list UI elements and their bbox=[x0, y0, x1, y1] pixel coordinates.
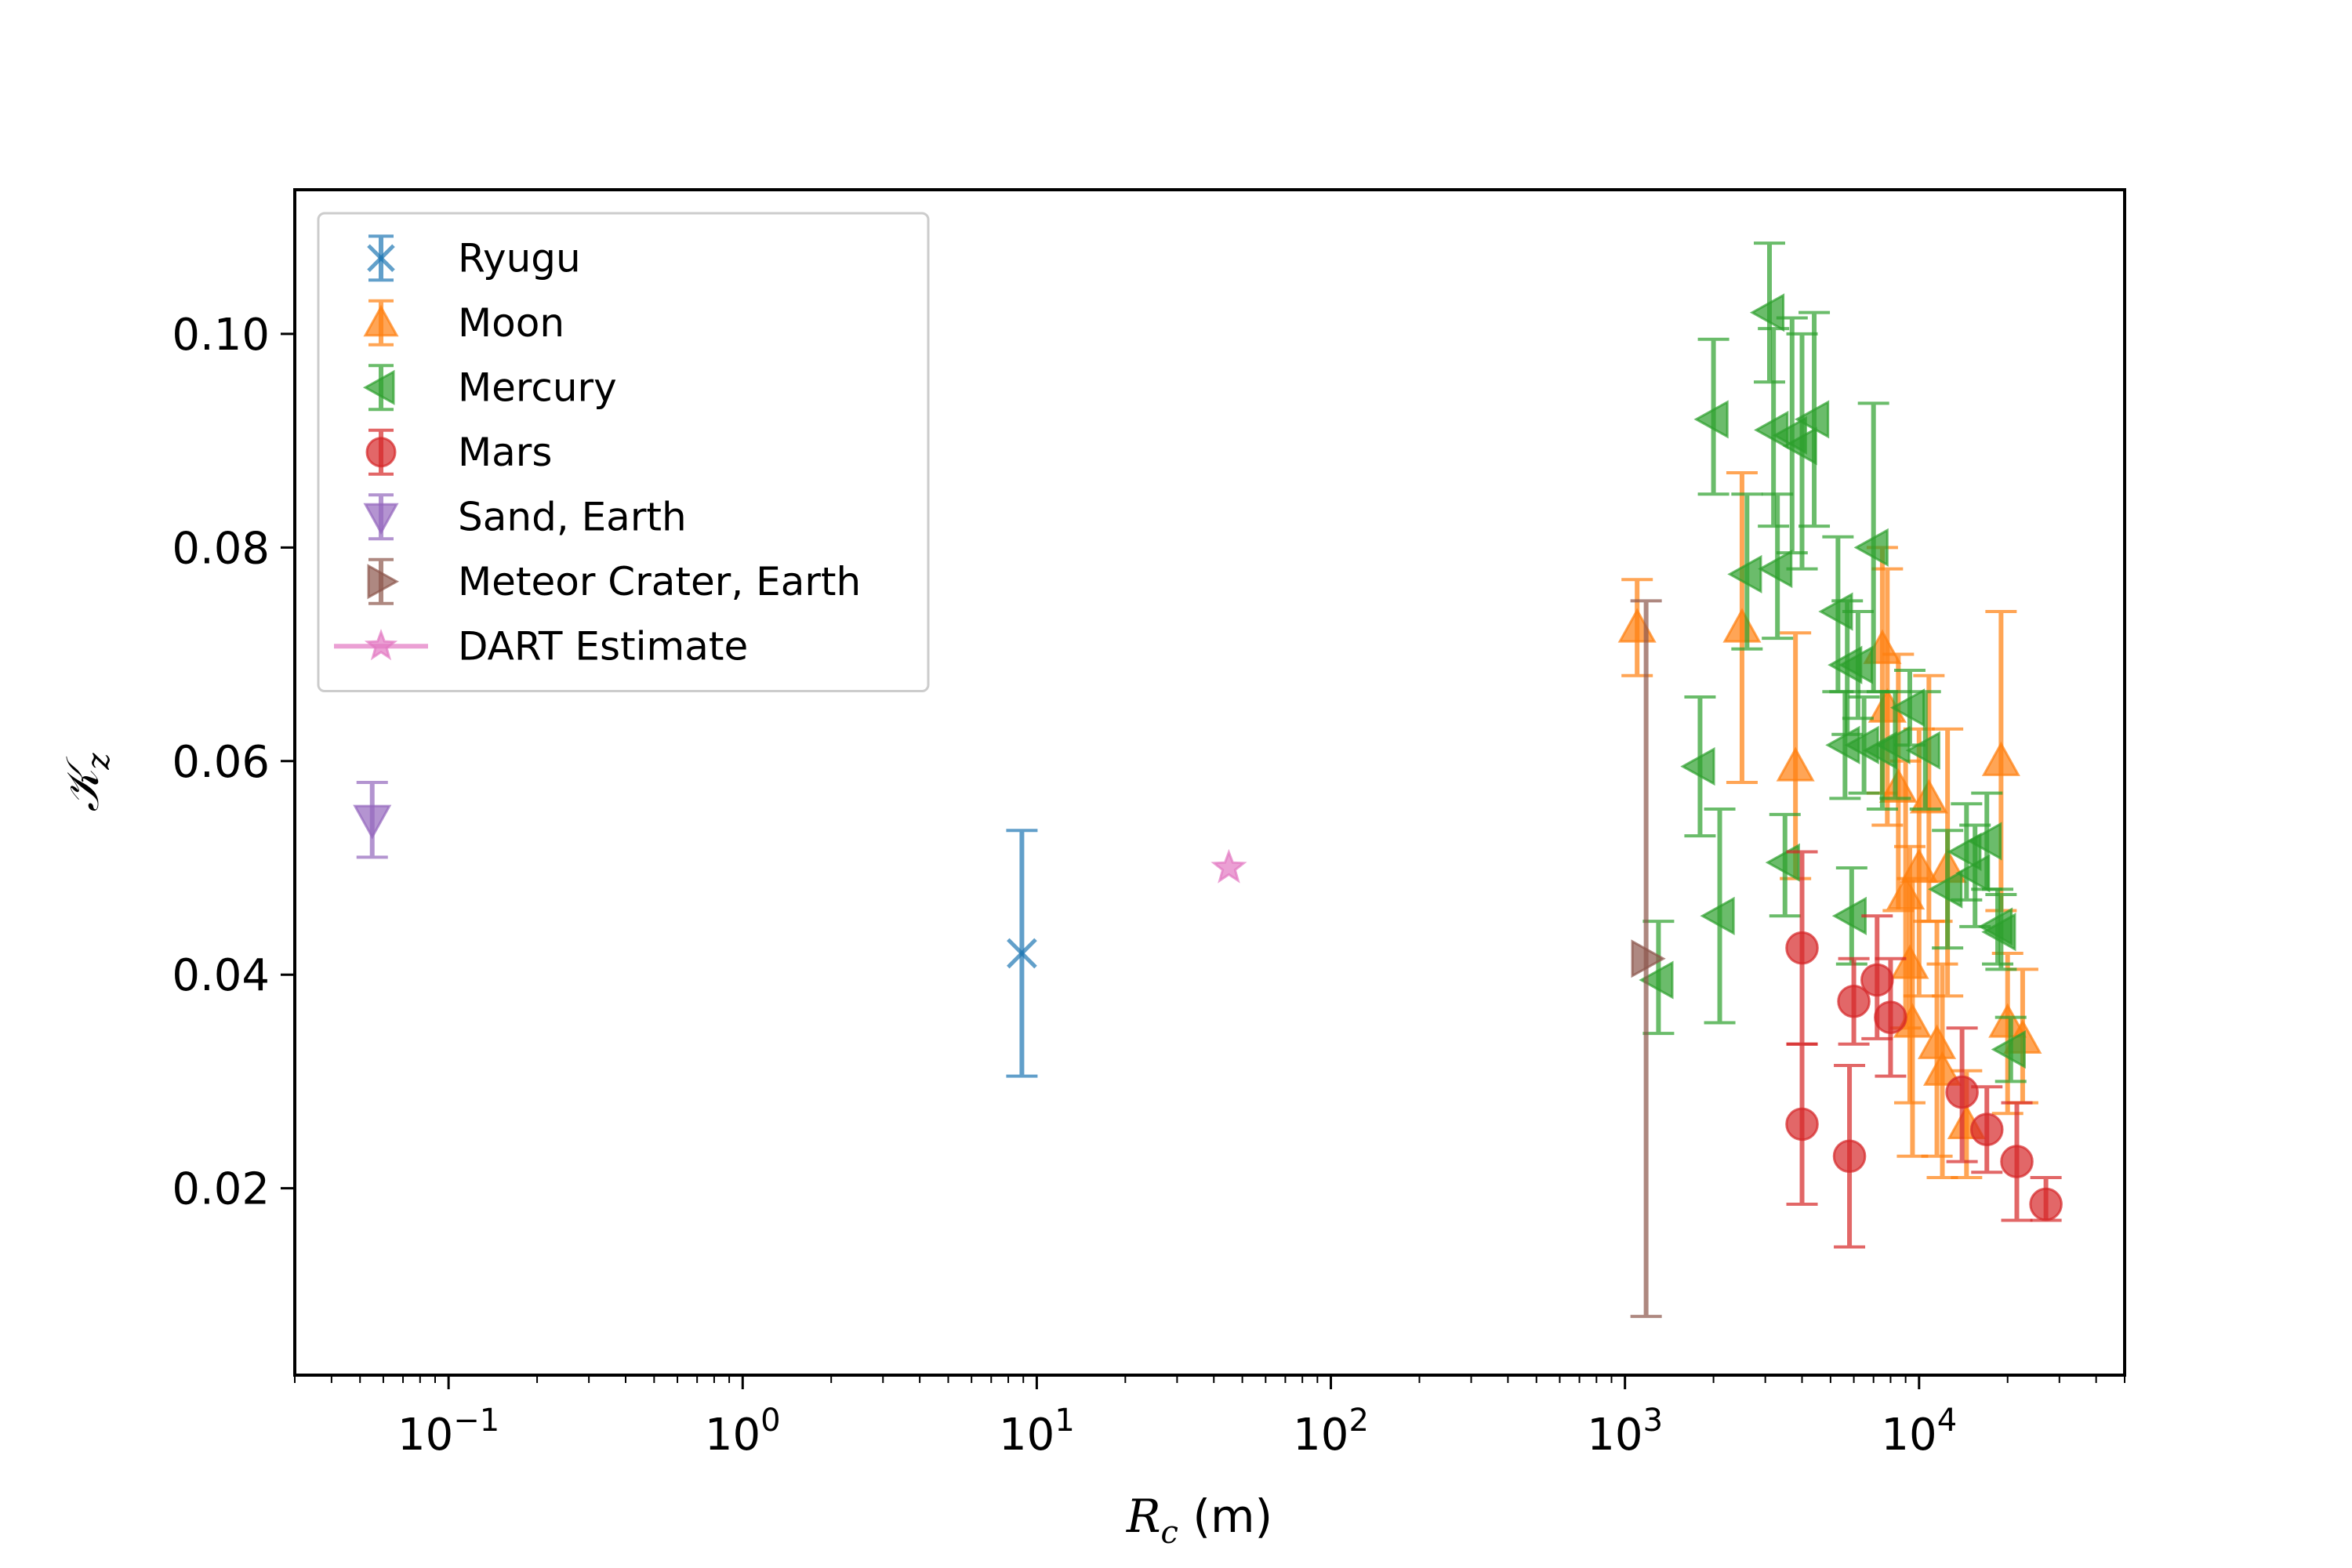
series-ryugu bbox=[1006, 829, 1038, 1078]
data-point bbox=[1909, 779, 1948, 814]
x-axis-label-unit: (m) bbox=[1178, 1490, 1272, 1543]
data-point bbox=[1874, 1000, 1907, 1034]
data-point bbox=[1967, 822, 2002, 861]
data-point bbox=[1680, 747, 1715, 786]
legend-marker bbox=[367, 564, 400, 600]
x-tick-base: 10 bbox=[999, 1410, 1054, 1461]
y-tick-label: 0.08 bbox=[172, 523, 270, 574]
data-point bbox=[1945, 1075, 1979, 1109]
legend-marker-stroke-b bbox=[367, 244, 395, 273]
y-tick-label: 0.04 bbox=[172, 950, 270, 1001]
series-mercury bbox=[1639, 241, 2027, 1083]
legend-marker bbox=[365, 437, 397, 468]
x-tick-exponent: 0 bbox=[760, 1403, 780, 1439]
legend-label: Mercury bbox=[458, 365, 617, 410]
legend-label: Moon bbox=[458, 300, 564, 346]
data-point bbox=[1749, 293, 1785, 332]
data-point bbox=[1785, 1107, 1819, 1142]
x-tick-exponent: −1 bbox=[453, 1403, 499, 1439]
data-point bbox=[1832, 1139, 1867, 1174]
data-point bbox=[1722, 608, 1762, 643]
x-tick-label: 102 bbox=[1293, 1403, 1369, 1461]
x-tick-label: 104 bbox=[1881, 1403, 1957, 1461]
data-point bbox=[1860, 963, 1894, 997]
data-point bbox=[1776, 746, 1815, 782]
legend-entry: DART Estimate bbox=[334, 623, 748, 669]
legend-entry: Meteor Crater, Earth bbox=[367, 557, 861, 605]
x-tick-base: 10 bbox=[705, 1410, 760, 1461]
legend-entry: Mars bbox=[365, 428, 552, 476]
legend-entry: Mercury bbox=[362, 364, 617, 412]
x-tick-exponent: 3 bbox=[1643, 1403, 1663, 1439]
legend-marker bbox=[362, 369, 395, 405]
data-point bbox=[1700, 896, 1735, 935]
legend-entry: Ryugu bbox=[367, 234, 581, 282]
x-axis-label-symbol: R bbox=[1126, 1490, 1161, 1543]
data-point bbox=[1785, 931, 1819, 965]
legend-marker bbox=[363, 503, 399, 535]
data-point bbox=[1928, 869, 1963, 909]
x-tick-label: 101 bbox=[999, 1403, 1075, 1461]
y-axis-label-sub: z bbox=[81, 753, 117, 771]
legend-marker bbox=[367, 244, 395, 273]
data-point-stroke-b bbox=[1007, 938, 1037, 969]
series-dart-estimate bbox=[1210, 848, 1247, 884]
data-point bbox=[1922, 1051, 1962, 1086]
x-tick-label: 103 bbox=[1587, 1403, 1663, 1461]
y-tick-label: 0.10 bbox=[172, 310, 270, 361]
legend-frame bbox=[317, 212, 930, 692]
x-axis: 10−1 100 101 102 103 104 bbox=[397, 1375, 1957, 1461]
x-tick-base: 10 bbox=[1881, 1410, 1936, 1461]
data-point bbox=[1631, 939, 1666, 978]
x-tick-exponent: 4 bbox=[1937, 1403, 1957, 1439]
data-point bbox=[1639, 960, 1674, 1000]
data-point bbox=[1905, 731, 1940, 770]
data-point bbox=[1981, 741, 2020, 776]
x-tick-base: 10 bbox=[1587, 1410, 1642, 1461]
data-point bbox=[1837, 984, 1871, 1018]
y-tick-label: 0.02 bbox=[172, 1164, 270, 1215]
data-point bbox=[1210, 848, 1247, 884]
data-point bbox=[1988, 1003, 2027, 1038]
data-point bbox=[1918, 1024, 1957, 1059]
data-point bbox=[1991, 1029, 2026, 1069]
x-axis-label: Rc (m) bbox=[1126, 1490, 1272, 1551]
x-tick-exponent: 2 bbox=[1348, 1403, 1368, 1439]
legend-label: Sand, Earth bbox=[458, 494, 687, 539]
y-tick-label: 0.06 bbox=[172, 737, 270, 788]
x-tick-base: 10 bbox=[397, 1410, 453, 1461]
plot-area bbox=[353, 241, 2063, 1319]
data-point bbox=[1693, 400, 1729, 439]
legend-label: Ryugu bbox=[458, 235, 581, 281]
data-point bbox=[1853, 528, 1889, 567]
legend-label: Meteor Crater, Earth bbox=[458, 559, 861, 604]
legend: Ryugu Moon Mercury Mars Sand, Earth Meteor Cr… bbox=[317, 212, 930, 692]
data-point bbox=[353, 804, 392, 840]
legend-entry: Sand, Earth bbox=[363, 493, 687, 541]
data-point bbox=[2000, 1145, 2034, 1178]
series-sand-earth bbox=[353, 781, 392, 859]
data-point bbox=[1007, 938, 1037, 969]
legend-label: DART Estimate bbox=[458, 623, 748, 669]
y-axis: 0.02 0.04 0.06 0.08 0.10 bbox=[172, 310, 295, 1215]
series-mars bbox=[1785, 850, 2063, 1249]
x-axis-label-sub: c bbox=[1161, 1515, 1178, 1551]
legend-marker bbox=[364, 629, 398, 661]
data-point bbox=[1969, 1112, 2004, 1147]
x-tick-exponent: 1 bbox=[1054, 1403, 1074, 1439]
legend-marker bbox=[363, 304, 399, 337]
x-tick-label: 10−1 bbox=[397, 1403, 499, 1461]
data-point bbox=[1981, 913, 2016, 952]
data-point bbox=[1794, 400, 1830, 439]
plot-frame bbox=[293, 188, 2126, 1377]
series-meteor-crater-earth bbox=[1630, 599, 1666, 1319]
data-point bbox=[1727, 554, 1762, 593]
data-point bbox=[2029, 1187, 2063, 1221]
x-tick-base: 10 bbox=[1293, 1410, 1348, 1461]
legend-label: Mars bbox=[458, 430, 552, 475]
legend-entry: Moon bbox=[363, 299, 564, 347]
x-tick-label: 100 bbox=[705, 1403, 781, 1461]
data-point bbox=[1765, 843, 1800, 882]
